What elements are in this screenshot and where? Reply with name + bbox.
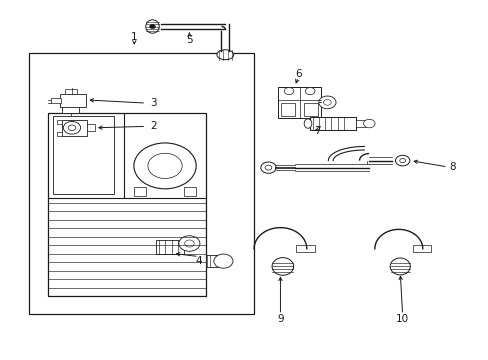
Bar: [134, 187, 145, 196]
Bar: [304, 103, 317, 116]
Bar: [48, 113, 206, 296]
Ellipse shape: [271, 258, 293, 275]
Bar: [51, 98, 61, 103]
Circle shape: [68, 125, 76, 131]
Text: 1: 1: [131, 32, 137, 42]
Text: 9: 9: [277, 314, 283, 324]
Ellipse shape: [389, 258, 409, 275]
Circle shape: [395, 155, 409, 166]
Text: 7: 7: [313, 126, 320, 136]
Text: 10: 10: [395, 314, 408, 324]
Bar: [278, 86, 321, 118]
Bar: [310, 117, 355, 130]
Circle shape: [213, 254, 232, 268]
Circle shape: [318, 96, 335, 109]
Bar: [62, 102, 79, 113]
Circle shape: [184, 240, 194, 247]
Circle shape: [179, 236, 200, 251]
Bar: [412, 245, 430, 252]
Circle shape: [264, 165, 271, 170]
Bar: [206, 255, 218, 267]
Text: 3: 3: [150, 98, 157, 108]
Circle shape: [363, 119, 374, 128]
Text: 8: 8: [449, 162, 455, 172]
Bar: [53, 117, 114, 194]
Circle shape: [134, 143, 196, 189]
Circle shape: [260, 162, 276, 173]
Bar: [60, 94, 86, 107]
Ellipse shape: [304, 119, 311, 128]
Circle shape: [149, 24, 155, 29]
Circle shape: [323, 100, 330, 105]
Bar: [296, 245, 315, 252]
Bar: [57, 120, 62, 123]
Bar: [62, 120, 87, 136]
Circle shape: [399, 158, 405, 163]
Bar: [355, 120, 366, 127]
Text: 4: 4: [195, 256, 202, 266]
Bar: [87, 124, 95, 131]
Text: 6: 6: [294, 69, 301, 79]
Bar: [156, 240, 183, 254]
Text: 5: 5: [186, 35, 192, 45]
Ellipse shape: [217, 50, 233, 60]
Bar: [57, 132, 62, 136]
Ellipse shape: [145, 20, 159, 33]
Bar: [60, 100, 81, 104]
Circle shape: [305, 87, 314, 95]
Bar: [221, 24, 229, 30]
Bar: [281, 103, 294, 116]
Circle shape: [147, 153, 182, 179]
Circle shape: [63, 121, 81, 134]
Text: 2: 2: [150, 121, 157, 131]
Bar: [64, 89, 77, 94]
Circle shape: [284, 87, 293, 95]
Bar: [29, 53, 254, 314]
Bar: [184, 187, 195, 196]
